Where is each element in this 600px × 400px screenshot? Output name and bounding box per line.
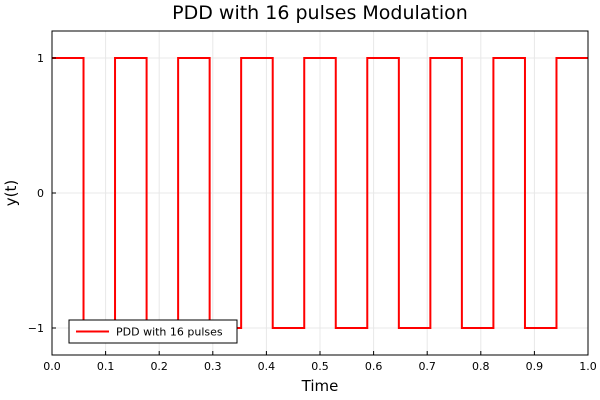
chart-title: PDD with 16 pulses Modulation [172, 2, 468, 24]
legend: PDD with 16 pulses [68, 319, 238, 344]
x-tick-label: 0.8 [472, 360, 490, 373]
legend-box [68, 319, 238, 344]
ticks: 0.0 0.1 0.2 0.3 0.4 0.5 0.6 0.7 0.8 0.9 1.0 −1 0 1 [28, 52, 597, 373]
y-tick-label: −1 [28, 322, 44, 335]
x-tick-label: 0.2 [150, 360, 168, 373]
grid [51, 31, 589, 355]
x-tick-label: 1.0 [579, 360, 597, 373]
series-layer [52, 57, 588, 329]
x-tick-label: 0.1 [97, 360, 115, 373]
y-axis-label: y(t) [2, 180, 20, 206]
x-tick-label: 0.0 [43, 360, 61, 373]
x-tick-label: 0.4 [258, 360, 276, 373]
x-tick-label: 0.9 [526, 360, 544, 373]
x-tick-label: 0.5 [311, 360, 329, 373]
x-tick-label: 0.6 [365, 360, 383, 373]
legend-label: PDD with 16 pulses [116, 326, 223, 339]
x-tick-label: 0.7 [418, 360, 436, 373]
y-tick-label: 1 [37, 52, 44, 65]
y-tick-label: 0 [37, 187, 44, 200]
x-tick-label: 0.3 [204, 360, 222, 373]
x-axis-label: Time [301, 377, 339, 395]
series-line [52, 57, 588, 329]
